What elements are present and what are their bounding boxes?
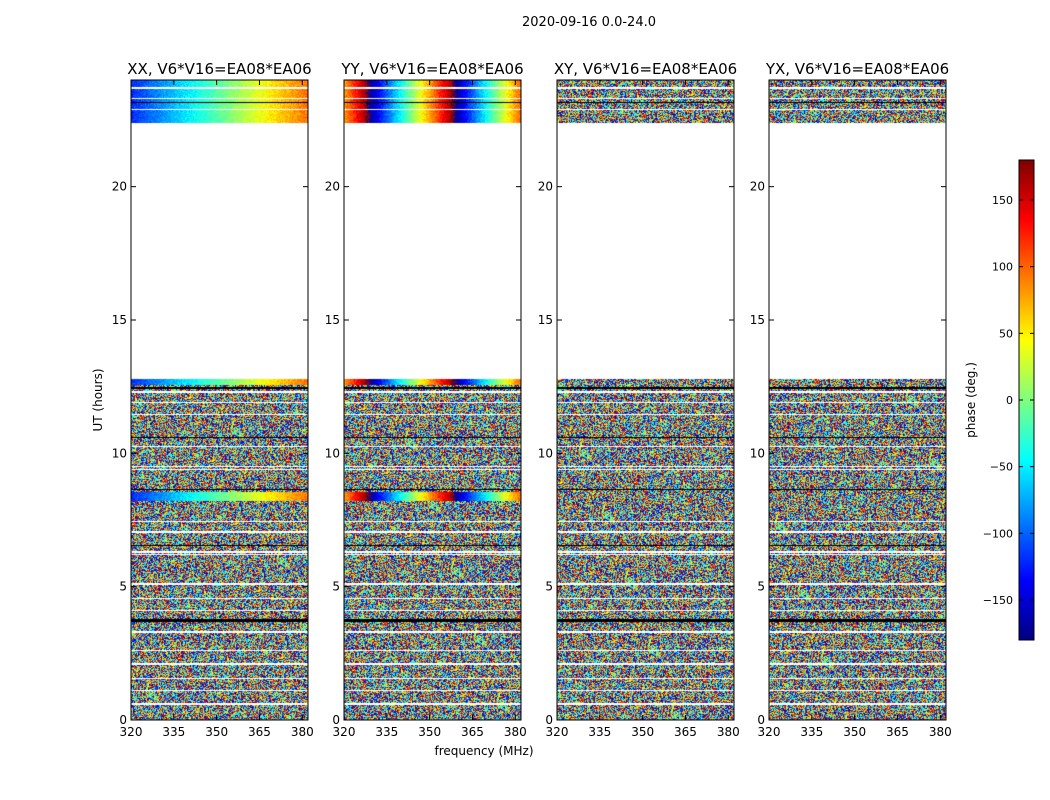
y-tick-label: 10 (325, 446, 340, 460)
y-tick-label: 5 (332, 580, 340, 594)
y-axis-label: UT (hours) (91, 368, 105, 431)
x-tick-label: 380 (291, 725, 314, 739)
colorbar-tick-label: 0 (1006, 394, 1013, 407)
panel-title: XY, V6*V16=EA08*EA06 (554, 60, 737, 78)
x-tick-label: 350 (843, 725, 866, 739)
x-tick-label: 380 (717, 725, 740, 739)
y-tick-label: 20 (750, 180, 765, 194)
panel-title: YY, V6*V16=EA08*EA06 (340, 60, 523, 78)
y-tick-label: 5 (545, 580, 553, 594)
x-tick-label: 350 (418, 725, 441, 739)
x-tick-label: 350 (631, 725, 654, 739)
colorbar-tick-label: −150 (983, 594, 1013, 607)
x-axis-label: frequency (MHz) (434, 744, 533, 758)
colorbar-tick-label: 50 (999, 327, 1013, 340)
x-tick-label: 335 (162, 725, 185, 739)
colorbar-tick-label: 150 (992, 194, 1013, 207)
colorbar-label: phase (deg.) (964, 362, 978, 438)
colorbar-tick-label: −50 (990, 461, 1013, 474)
colorbar-tick-label: −100 (983, 527, 1013, 540)
panel-title: YX, V6*V16=EA08*EA06 (765, 60, 949, 78)
x-tick-label: 380 (929, 725, 952, 739)
y-tick-label: 15 (325, 313, 340, 327)
plot-frame (130, 79, 309, 721)
x-tick-label: 365 (886, 725, 909, 739)
plot-frame (768, 79, 947, 721)
y-tick-label: 15 (538, 313, 553, 327)
x-tick-label: 335 (375, 725, 398, 739)
y-tick-label: 0 (119, 713, 127, 727)
heatmap-image (557, 80, 734, 720)
y-tick-label: 0 (332, 713, 340, 727)
x-tick-label: 335 (800, 725, 823, 739)
panel-3: XY, V6*V16=EA08*EA06 320 335 350 365 380 0 5 10 1… (538, 60, 740, 739)
x-tick-label: 320 (333, 725, 356, 739)
suptitle: 2020-09-16 0.0-24.0 (522, 15, 656, 30)
y-tick-label: 10 (112, 446, 127, 460)
y-tick-label: 10 (750, 446, 765, 460)
x-tick-label: 365 (674, 725, 697, 739)
y-tick-label: 0 (757, 713, 765, 727)
plot-frame (343, 79, 522, 721)
x-tick-label: 320 (758, 725, 781, 739)
heatmap-image (131, 80, 308, 720)
x-tick-label: 320 (120, 725, 143, 739)
x-tick-label: 380 (504, 725, 527, 739)
panel-title: XX, V6*V16=EA08*EA06 (127, 60, 311, 78)
x-tick-label: 350 (205, 725, 228, 739)
y-tick-label: 20 (538, 180, 553, 194)
y-tick-label: 15 (750, 313, 765, 327)
panel-4: YX, V6*V16=EA08*EA06 320 335 350 365 380 0 5 10 1… (750, 60, 952, 739)
y-tick-label: 5 (119, 580, 127, 594)
colorbar: −150 −100 −50 0 50 100 150 (983, 159, 1035, 641)
x-tick-label: 365 (248, 725, 271, 739)
x-tick-label: 365 (461, 725, 484, 739)
heatmap-image (769, 80, 946, 720)
y-tick-label: 20 (325, 180, 340, 194)
y-tick-label: 15 (112, 313, 127, 327)
y-tick-label: 0 (545, 713, 553, 727)
y-tick-label: 10 (538, 446, 553, 460)
plot-frame (556, 79, 735, 721)
panel-1: XX, V6*V16=EA08*EA06 320 335 350 365 380 0 5 10 1… (112, 60, 314, 739)
x-tick-label: 335 (588, 725, 611, 739)
panel-2: YY, V6*V16=EA08*EA06 320 335 350 365 380 0 5 10 1… (325, 60, 527, 739)
y-tick-label: 5 (757, 580, 765, 594)
colorbar-tick-label: 100 (992, 261, 1013, 274)
y-tick-label: 20 (112, 180, 127, 194)
heatmap-image (344, 80, 521, 720)
x-tick-label: 320 (546, 725, 569, 739)
panels-group: XX, V6*V16=EA08*EA06 320 335 350 365 380 0 5 10 1… (112, 60, 952, 739)
